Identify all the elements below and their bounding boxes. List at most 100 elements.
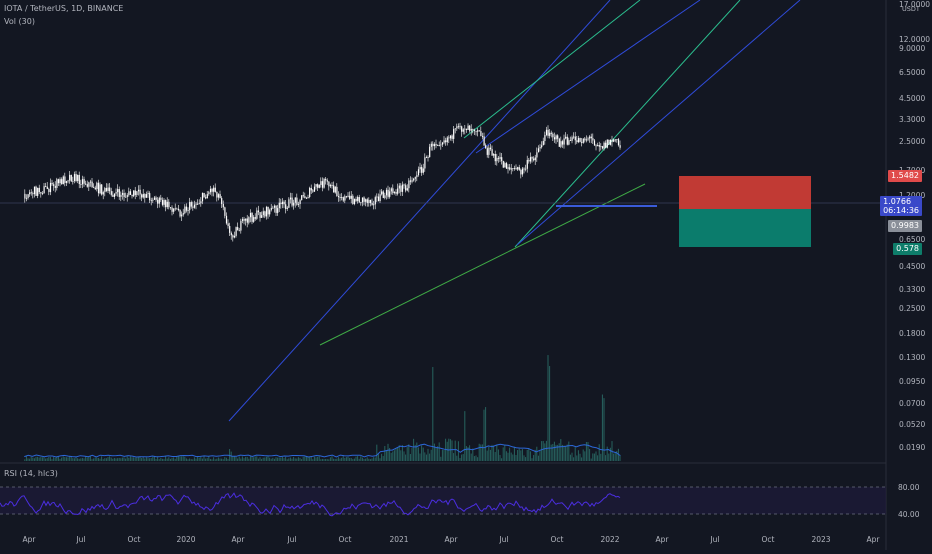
candle-body [377,196,380,202]
candle-body [507,167,509,169]
candle-body [176,208,178,210]
y-tick-label: 0.1800 [899,329,925,338]
candle-body [465,128,468,130]
volume-bar [473,456,475,461]
candle-body [550,132,552,134]
candle-body [205,197,207,199]
volume-bar [421,445,423,461]
volume-bar [150,458,152,461]
volume-bar [614,451,616,461]
candle-body [589,136,591,139]
candle-body [125,196,127,198]
volume-bar [289,457,291,461]
candle-body [251,212,253,222]
candle-body [558,138,560,147]
volume-bar [331,456,333,461]
bar-countdown: 06:14:36 [883,206,919,215]
volume-bar [94,457,96,461]
candle-body [139,189,141,195]
candle-body [69,174,71,181]
candle-body [128,191,130,196]
rsi-legend[interactable]: RSI (14, hlc3) [4,469,58,478]
candle-body [605,142,607,148]
volume-bar [144,458,146,461]
volume-bar [374,457,376,461]
volume-bar [566,444,568,461]
x-tick-label: Apr [445,535,459,544]
candle-body [501,157,503,162]
volume-bar [280,457,282,461]
candle-body [259,212,261,218]
volume-bar [161,458,163,461]
volume-bar [593,453,595,461]
volume-bar [288,458,290,461]
volume-bar [61,457,63,461]
volume-bar [382,455,384,461]
candle-body [273,205,276,208]
pitchfork-line-outer-left [228,0,611,422]
volume-bar [547,355,549,461]
candle-body [337,196,340,198]
candle-body [113,193,116,197]
candle-body [160,197,162,200]
volume-bar [227,458,229,461]
volume-bar [118,457,120,461]
candle-body [88,182,90,187]
volume-bar [379,458,381,461]
volume-bar [509,447,511,461]
rsi-band [0,487,886,514]
symbol-legend[interactable]: IOTA / TetherUS, 1D, BINANCE [4,4,124,13]
rsi-line [0,492,621,517]
candle-body [381,191,383,195]
volume-bar [91,459,93,461]
candle-body [187,210,189,211]
candle-body [350,195,352,199]
volume-bar [243,458,245,461]
candle-body [144,194,146,198]
candle-body [24,193,26,199]
volume-bar [40,457,42,461]
candle-body [553,137,556,140]
volume-bar [569,454,571,461]
y-tick-label: 9.0000 [899,44,925,53]
volume-bar [371,458,373,461]
candle-body [230,232,232,236]
candle-body [137,189,140,192]
candle-body [526,159,528,169]
target-price-tag: 0.578 [893,243,922,255]
volume-bar [502,447,504,461]
volume-bar [581,457,583,461]
candle-body [595,145,597,147]
candle-body [56,179,58,188]
candle-body [355,199,357,201]
candle-body [464,128,466,130]
volume-bar [315,457,317,461]
candle-body [157,199,159,204]
volume-bar [409,454,411,461]
candle-body [104,188,106,193]
pitchfork-line-lower-inner [514,0,741,248]
candle-body [366,199,368,204]
candle-body [216,191,218,198]
volume-bar [213,457,215,461]
x-tick-label: Oct [339,535,352,544]
volume-bar [488,446,490,461]
volume-bar [235,456,237,461]
volume-bar [145,457,147,461]
candle-body [569,140,572,142]
volume-bar [169,458,171,461]
candle-body [229,226,231,233]
volume-legend[interactable]: Vol (30) [4,17,35,26]
candle-body [48,189,50,193]
candle-body [393,192,396,194]
volume-bar [99,458,101,461]
candle-body [80,184,82,185]
candle-body [582,138,584,143]
volume-bar [414,444,416,461]
candle-body [275,205,277,213]
candle-body [398,185,400,189]
volume-bar [467,447,469,461]
volume-bar [136,457,138,461]
